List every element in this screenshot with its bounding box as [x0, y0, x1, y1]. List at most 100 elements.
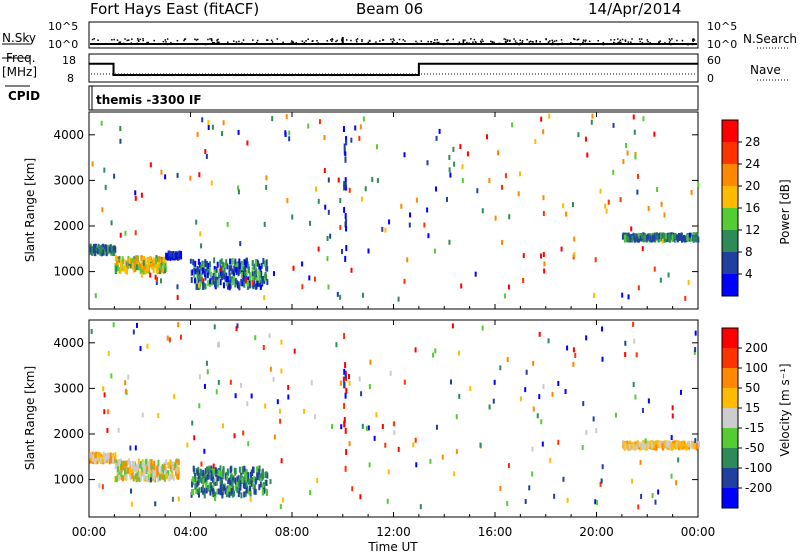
echo-point — [342, 376, 345, 383]
echo-point — [367, 248, 370, 254]
echo-point — [628, 443, 631, 450]
echo-point — [110, 220, 113, 226]
noise-search-point — [602, 42, 605, 44]
echo-point — [541, 441, 544, 447]
echo-point — [624, 443, 627, 450]
noise-search-point — [119, 41, 122, 43]
freq-tick-right-bottom: 0 — [707, 72, 714, 85]
echo-point — [160, 266, 163, 273]
echo-point — [207, 124, 210, 130]
echo-point — [595, 500, 598, 506]
colorbar-tick-label: 200 — [745, 341, 768, 355]
noise-search-point — [103, 43, 106, 45]
echo-point — [158, 261, 161, 268]
echo-point — [313, 414, 316, 420]
echo-point — [222, 261, 225, 268]
echo-point — [118, 458, 121, 465]
velocity-colorbar: 200 100 50 15 -15 -50 -100 -200 — [721, 327, 772, 509]
echo-point — [697, 441, 700, 448]
noise-search-point — [331, 38, 334, 41]
noise-search-point — [519, 39, 521, 42]
echo-point — [235, 261, 238, 268]
noise-search-point — [271, 41, 274, 43]
echo-point — [339, 198, 342, 204]
noise-search-point — [336, 39, 338, 42]
echo-point — [246, 472, 249, 479]
noise-search-point — [367, 41, 370, 44]
echo-point — [107, 453, 110, 460]
echo-point — [161, 465, 164, 472]
echo-point — [323, 168, 326, 174]
echo-point — [245, 261, 248, 268]
echo-point — [205, 260, 208, 267]
echo-point — [261, 483, 264, 490]
noise-search-point — [447, 39, 449, 41]
echo-point — [240, 267, 243, 274]
echo-point — [97, 451, 100, 458]
echo-point — [671, 405, 674, 411]
noise-search-point — [396, 42, 398, 44]
echo-point — [211, 124, 214, 130]
noise-search-point — [474, 41, 477, 43]
noise-search-point — [668, 38, 671, 40]
velocity-ylabel: Slant Range [km] — [23, 366, 37, 470]
noise-search-point — [92, 43, 95, 45]
echo-point — [129, 464, 132, 471]
noise-search-point — [335, 40, 337, 43]
echo-point — [343, 368, 346, 375]
noise-search-point — [692, 38, 695, 40]
echo-point — [263, 221, 266, 227]
echo-point — [110, 456, 113, 463]
echo-point — [461, 178, 464, 184]
echo-point — [434, 186, 437, 192]
echo-point — [137, 264, 140, 271]
echo-point — [212, 488, 215, 495]
echo-point — [120, 471, 123, 478]
echo-point — [278, 408, 281, 414]
echo-point — [191, 489, 194, 496]
echo-point — [240, 474, 243, 481]
echo-point — [481, 325, 484, 331]
echo-point — [685, 444, 688, 451]
echo-point — [243, 281, 246, 288]
colorbar-segment — [722, 488, 738, 509]
echo-point — [119, 267, 122, 274]
echo-point — [152, 473, 155, 480]
freq-line — [89, 62, 698, 76]
echo-point — [680, 232, 683, 239]
echo-point — [660, 232, 663, 239]
noise-search-point — [470, 43, 472, 45]
echo-point — [117, 427, 120, 433]
echo-point — [200, 486, 203, 493]
echo-point — [327, 284, 330, 290]
echo-point — [599, 188, 602, 194]
echo-point — [254, 263, 257, 270]
echo-point — [376, 178, 379, 184]
echo-point — [384, 227, 387, 233]
echo-point — [231, 477, 234, 484]
echo-point — [246, 261, 249, 268]
echo-point — [519, 396, 522, 402]
echo-point — [160, 278, 163, 284]
echo-point — [136, 463, 139, 470]
echo-point — [166, 254, 169, 261]
echo-point — [540, 253, 543, 259]
echo-point — [176, 284, 179, 290]
echo-point — [308, 275, 311, 281]
echo-point — [252, 466, 255, 473]
echo-point — [231, 473, 234, 480]
echo-point — [224, 473, 227, 480]
echo-point — [141, 412, 144, 418]
echo-point — [201, 260, 204, 267]
echo-point — [191, 481, 194, 488]
echo-point — [96, 247, 99, 254]
range-tick-label: 3000 — [53, 381, 84, 395]
echo-point — [441, 454, 444, 460]
echo-point — [621, 292, 624, 298]
noise-tick-right-bottom: 10^0 — [707, 38, 737, 51]
noise-search-point — [256, 39, 259, 42]
colorbar-segment — [722, 388, 738, 409]
echo-point — [626, 444, 629, 451]
echo-point — [137, 473, 140, 480]
noise-search-point — [561, 42, 563, 45]
